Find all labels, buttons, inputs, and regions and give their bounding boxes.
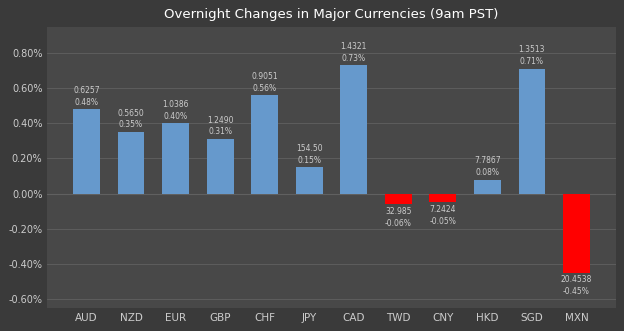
Text: 1.0386
0.40%: 1.0386 0.40% [162, 100, 189, 121]
Title: Overnight Changes in Major Currencies (9am PST): Overnight Changes in Major Currencies (9… [164, 8, 499, 21]
Bar [341, 65, 367, 194]
Text: 1.3513
0.71%: 1.3513 0.71% [519, 45, 545, 66]
Text: 0.5650
0.35%: 0.5650 0.35% [118, 109, 144, 129]
Bar [385, 194, 412, 204]
Text: 1.4321
0.73%: 1.4321 0.73% [341, 42, 367, 63]
Bar [162, 123, 189, 194]
Text: 1.2490
0.31%: 1.2490 0.31% [207, 116, 233, 136]
Bar [207, 139, 233, 194]
Bar [118, 132, 144, 194]
Text: 32.985
-0.06%: 32.985 -0.06% [385, 207, 412, 228]
Bar [474, 179, 500, 194]
Bar [563, 194, 590, 273]
Bar [429, 194, 456, 202]
Text: 20.4538
-0.45%: 20.4538 -0.45% [561, 275, 592, 296]
Bar [73, 109, 100, 194]
Text: 7.2424
-0.05%: 7.2424 -0.05% [429, 205, 456, 226]
Bar [519, 69, 545, 194]
Text: 154.50
0.15%: 154.50 0.15% [296, 144, 323, 165]
Bar [251, 95, 278, 194]
Bar [296, 167, 323, 194]
Text: 0.9051
0.56%: 0.9051 0.56% [251, 72, 278, 93]
Text: 0.6257
0.48%: 0.6257 0.48% [73, 86, 100, 107]
Text: 7.7867
0.08%: 7.7867 0.08% [474, 156, 500, 177]
